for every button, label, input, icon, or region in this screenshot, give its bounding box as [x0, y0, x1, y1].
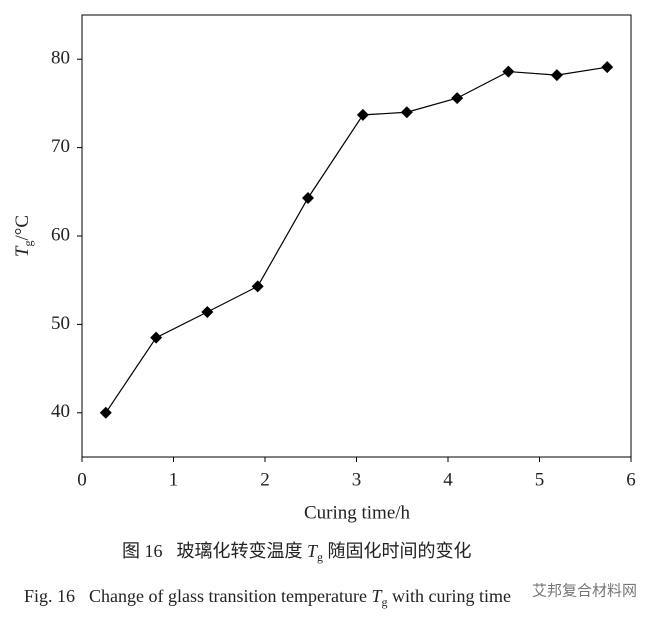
data-point — [99, 406, 112, 419]
x-tick-label: 5 — [535, 469, 545, 490]
series-line — [105, 66, 608, 414]
x-tick-label: 2 — [260, 469, 270, 490]
caption-cn: 图 16 玻璃化转变温度 Tg 随固化时间的变化 — [122, 541, 472, 564]
y-label-sub: g — [21, 240, 35, 246]
data-point — [251, 280, 264, 293]
caption-en-sub: g — [381, 595, 387, 609]
data-point — [502, 65, 515, 78]
y-tick-label: 70 — [51, 136, 70, 157]
y-tick-label: 80 — [51, 48, 70, 69]
caption-en-symbol: T — [371, 586, 383, 606]
y-tick-label: 60 — [51, 224, 70, 245]
x-tick-label: 6 — [626, 469, 636, 490]
data-point — [550, 69, 563, 82]
x-tick-label: 4 — [443, 469, 453, 490]
x-axis-label: Curing time/h — [304, 502, 411, 523]
data-point — [150, 331, 163, 344]
y-axis-label: Tg/°C — [12, 215, 34, 257]
caption-en-rest: with curing time — [387, 586, 510, 606]
y-tick-label: 40 — [51, 401, 70, 422]
data-point — [400, 106, 413, 119]
y-label-symbol: T — [12, 245, 33, 257]
caption-en-num: Fig. 16 — [24, 586, 75, 606]
caption-cn-rest: 随固化时间的变化 — [323, 541, 472, 561]
data-point — [201, 306, 214, 319]
plot-frame — [81, 14, 632, 458]
watermark: 艾邦复合材料网 — [532, 581, 637, 599]
caption-en-text: Change of glass transition temperature — [89, 586, 371, 606]
data-point — [451, 92, 464, 105]
caption-cn-sub: g — [317, 550, 323, 564]
x-tick-label: 0 — [77, 469, 87, 490]
y-tick-label: 50 — [51, 313, 70, 334]
caption-en: Fig. 16 Change of glass transition temper… — [24, 586, 511, 609]
caption-cn-text: 玻璃化转变温度 — [177, 541, 308, 561]
y-label-unit: /°C — [12, 215, 33, 241]
x-tick-label: 1 — [169, 469, 179, 490]
caption-cn-num: 图 16 — [122, 541, 163, 561]
x-tick-label: 3 — [352, 469, 362, 490]
data-point — [302, 191, 315, 204]
caption-cn-symbol: T — [307, 541, 319, 561]
data-point — [356, 108, 369, 121]
data-point — [601, 61, 614, 74]
